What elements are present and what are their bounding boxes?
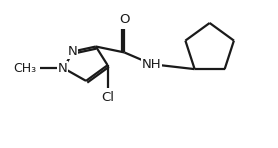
Text: O: O xyxy=(119,13,130,26)
Text: Cl: Cl xyxy=(101,91,114,104)
Text: CH₃: CH₃ xyxy=(13,62,36,75)
Text: N: N xyxy=(67,45,77,58)
Text: N: N xyxy=(58,62,67,75)
Text: NH: NH xyxy=(142,58,162,71)
